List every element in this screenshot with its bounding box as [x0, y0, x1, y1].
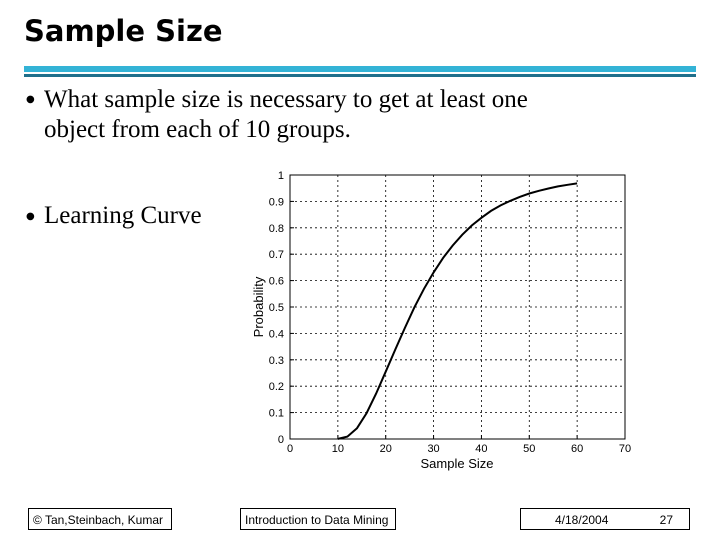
- learning-curve-chart: 0 10 20 30 40 50 60 70 0 0.1 0.2 0.3 0.4 0.5 0.6 0.7 0.8…: [251, 170, 631, 471]
- y-tick-label: 1: [278, 170, 284, 182]
- bullet-dot-2: ●: [26, 211, 35, 222]
- probability-curve: [337, 182, 578, 440]
- y-tick-label: 0: [278, 434, 284, 446]
- footer-course: Introduction to Data Mining: [240, 508, 396, 530]
- y-tick-label: 0.2: [269, 381, 284, 393]
- title-divider-bottom: [24, 74, 696, 77]
- footer-page-number: 27: [659, 513, 673, 527]
- chart-grid: [290, 175, 625, 439]
- y-tick-label: 0.6: [269, 276, 284, 288]
- x-tick-label: 50: [523, 443, 535, 455]
- y-tick-label: 0.4: [269, 328, 284, 340]
- bullet-1-line-1: What sample size is necessary to get at …: [44, 86, 528, 113]
- y-tick-label: 0.3: [269, 355, 284, 367]
- x-tick-label: 60: [571, 443, 583, 455]
- x-tick-label: 30: [427, 443, 439, 455]
- x-tick-label: 0: [287, 443, 293, 455]
- footer-date: 4/18/2004: [555, 513, 609, 527]
- y-tick-label: 0.9: [269, 196, 284, 208]
- x-tick-label: 10: [332, 443, 344, 455]
- y-tick-label: 0.5: [269, 302, 284, 314]
- x-tick-label: 40: [475, 443, 487, 455]
- x-tick-label: 20: [380, 443, 392, 455]
- chart-ticks: 0 10 20 30 40 50 60 70 0 0.1 0.2 0.3 0.4 0.5 0.6 0.7 0.8…: [269, 170, 631, 455]
- plot-area-frame: [289, 174, 626, 440]
- x-tick-label: 70: [619, 443, 631, 455]
- footer-date-page: 4/18/2004 27: [520, 508, 690, 530]
- y-axis-label: Probability: [251, 276, 266, 337]
- slide-title: Sample Size: [24, 14, 223, 48]
- title-divider-top: [24, 66, 696, 72]
- bullet-2-line-1: Learning Curve: [44, 202, 202, 229]
- y-tick-label: 0.1: [269, 408, 284, 420]
- x-axis-label: Sample Size: [421, 456, 494, 471]
- y-tick-label: 0.8: [269, 223, 284, 235]
- bullet-1-line-2: object from each of 10 groups.: [44, 116, 351, 143]
- footer-copyright: © Tan,Steinbach, Kumar: [28, 508, 172, 530]
- y-tick-label: 0.7: [269, 249, 284, 261]
- bullet-dot-1: ●: [26, 94, 35, 105]
